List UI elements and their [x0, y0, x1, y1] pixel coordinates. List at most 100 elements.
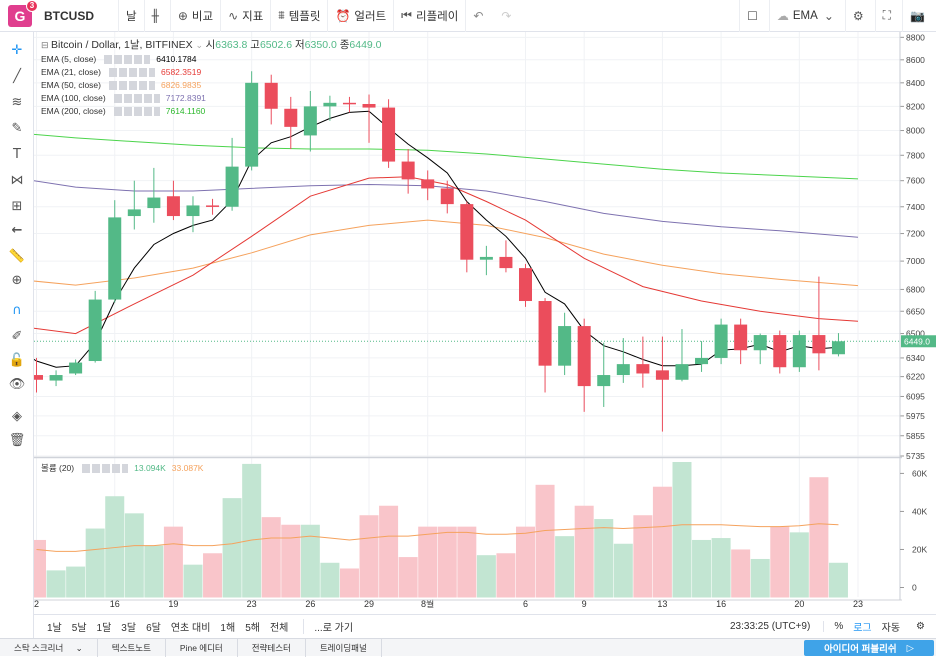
ema-template-label: EMA [792, 9, 818, 22]
range-1d[interactable]: 1날 [47, 623, 62, 634]
templates-icon: ⩩ [278, 8, 285, 22]
range-all[interactable]: 전체 [269, 623, 289, 634]
ema100-controls[interactable] [113, 93, 160, 103]
chart-style-button[interactable]: ╫ [143, 0, 170, 32]
tab-text-notes[interactable]: 텍스트노트 [98, 638, 166, 657]
price-tick-label: 7000 [906, 256, 925, 266]
range-1m[interactable]: 1달 [96, 623, 112, 634]
ema200-controls[interactable] [113, 106, 160, 116]
volume-legend[interactable]: 볼륨 (20) 13.094K 33.087K [41, 462, 203, 474]
trash-icon[interactable]: 🗑 [8, 433, 26, 448]
back-arrow-icon[interactable]: ← [11, 223, 23, 238]
range-1y[interactable]: 1해 [220, 623, 236, 634]
log-toggle[interactable]: 로그 [853, 623, 872, 634]
ema21-legend[interactable]: EMA (21, close) 6582.3519 [41, 66, 201, 78]
snapshot-button[interactable]: 📷 [902, 0, 936, 32]
price-tick-label: 6650 [906, 306, 925, 316]
layers-icon[interactable]: ◈ [12, 409, 22, 424]
volume-bar [789, 532, 809, 598]
tab-stock-screener[interactable]: 스탁 스크리너 ⌄ [0, 638, 98, 657]
volume-bar [203, 553, 223, 598]
templates-button[interactable]: ⩩ 템플릿 [270, 0, 327, 32]
candle-body [401, 161, 415, 180]
range-5d[interactable]: 5날 [71, 623, 87, 634]
ema100-legend[interactable]: EMA (100, close) 7172.8391 [41, 92, 206, 104]
fib-icon[interactable]: ≋ [11, 95, 23, 110]
magnet-icon[interactable]: ∩ [12, 303, 22, 318]
close-value: 6449.0 [349, 39, 382, 51]
volume-controls[interactable] [82, 463, 129, 473]
price-tick-label: 6095 [906, 391, 925, 401]
candle-body [127, 209, 141, 217]
ema5-controls[interactable] [104, 54, 151, 64]
eye-icon[interactable]: 👁 [8, 377, 26, 392]
volume-bar [124, 513, 144, 598]
candle-body [303, 106, 317, 136]
lock-icon[interactable]: 🔓 [8, 353, 26, 368]
chart-area[interactable]: 5735585559756095622063406500665068007000… [34, 32, 936, 614]
range-3m[interactable]: 3달 [121, 623, 137, 634]
ruler-icon[interactable]: 📏 [8, 249, 26, 264]
ema-template-button[interactable]: ☁ EMA ⌄ [768, 0, 845, 32]
ema5-legend[interactable]: EMA (5, close) 6410.1784 [41, 53, 196, 65]
high-value: 6502.6 [259, 39, 293, 51]
pencil-lock-icon[interactable]: ✐ [11, 329, 23, 344]
range-ytd[interactable]: 연초 대비 [170, 623, 211, 634]
clock-display[interactable]: 23:33:25 (UTC+9) [729, 621, 811, 632]
ema200-label: EMA (200, close) [41, 106, 106, 116]
fullscreen-button[interactable]: ⛶ [874, 0, 902, 32]
layout-button[interactable]: ☐ [739, 0, 769, 32]
trend-line-icon[interactable]: ╱ [13, 69, 21, 84]
pattern-icon[interactable]: ⋈ [10, 173, 24, 188]
zoom-icon[interactable]: ⊕ [11, 273, 23, 288]
publish-idea-button[interactable]: 아이디어 퍼블리쉬 ▷ [804, 640, 934, 656]
volume-bar [770, 526, 790, 598]
square-icon: ☐ [747, 8, 758, 23]
ema5-value: 6410.1784 [156, 54, 197, 64]
candle-body [108, 217, 122, 300]
ema50-legend[interactable]: EMA (50, close) 6826.9835 [41, 79, 201, 91]
price-tick-label: 5735 [906, 451, 925, 461]
goto-date-button[interactable]: ...로 가기 [303, 619, 358, 634]
text-tool-icon[interactable]: T [13, 147, 21, 162]
interval-button[interactable]: 날 [118, 0, 144, 32]
ema200-legend[interactable]: EMA (200, close) 7614.1160 [41, 105, 205, 117]
auto-toggle[interactable]: 자동 [881, 623, 901, 634]
tab-pine-editor[interactable]: Pine 에디터 [166, 638, 238, 657]
prediction-icon[interactable]: ⊞ [11, 199, 23, 214]
symbol-search[interactable]: BTCUSD [44, 8, 94, 23]
volume-bar [34, 539, 46, 598]
brush-icon[interactable]: ✎ [11, 121, 23, 136]
ema50-controls[interactable] [109, 80, 155, 90]
alert-button[interactable]: ⏰ 얼러트 [327, 0, 393, 32]
candle-body [714, 324, 728, 358]
alarm-clock-icon: ⏰ [335, 8, 351, 23]
logo-letter: G [14, 7, 26, 24]
candle-body [558, 326, 572, 366]
settings-button[interactable]: ⚙ [844, 0, 875, 32]
candle-body [753, 335, 767, 351]
compare-button[interactable]: ⊕ 비교 [169, 0, 220, 32]
tab-strategy-tester[interactable]: 전략테스터 [238, 638, 306, 657]
settings-gear-icon[interactable]: ⚙ [916, 621, 925, 632]
candle-body [225, 166, 239, 207]
volume-value: 13.094K [134, 463, 166, 473]
date-tick-label: 20 [794, 599, 804, 609]
range-6m[interactable]: 6달 [146, 623, 161, 634]
ema21-controls[interactable] [109, 67, 155, 77]
volume-bar [457, 526, 477, 598]
range-5y[interactable]: 5해 [245, 623, 260, 634]
indicator-icon: ∿ [228, 8, 239, 23]
replay-button[interactable]: ⏮ 리플레이 [393, 0, 465, 32]
tab-trading-panel[interactable]: 트레이딩패널 [306, 638, 382, 657]
candles [34, 71, 845, 432]
volume-bar [222, 498, 242, 598]
crosshair-icon[interactable]: ✛ [11, 43, 23, 58]
chevron-down-icon: ⌄ [75, 642, 83, 653]
collapse-icon[interactable]: ⊟ [41, 40, 52, 50]
redo-button[interactable]: ↷ [494, 0, 522, 32]
indicators-button[interactable]: ∿ 지표 [220, 0, 270, 32]
undo-button[interactable]: ↶ [465, 0, 494, 32]
percent-toggle[interactable]: % [823, 621, 848, 632]
